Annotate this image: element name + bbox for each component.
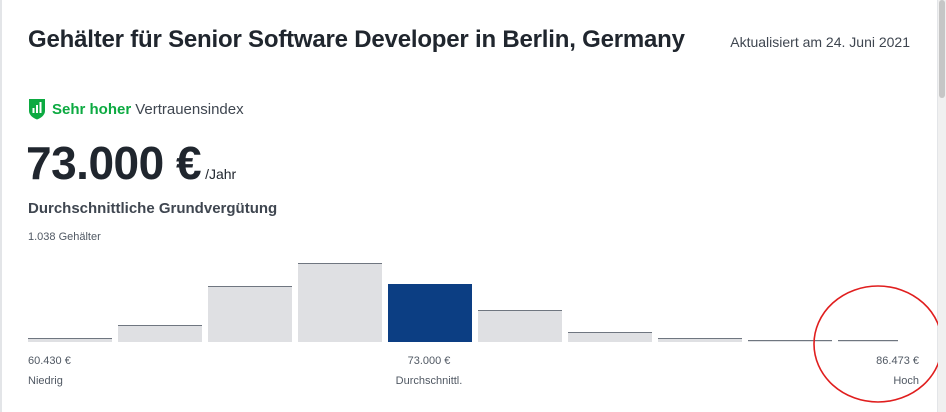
updated-date: Aktualisiert am 24. Juni 2021 [730,34,910,50]
low-label: Niedrig [28,375,63,387]
salary-count: 1.038 Gehälter [28,231,101,243]
confidence-level: Sehr hoher [52,100,132,118]
average-salary: 73.000 € [26,137,202,189]
histogram-bar [658,338,742,342]
confidence-label: Vertrauensindex [135,100,244,118]
salary-display: 73.000 € /Jahr [26,138,236,188]
scrollbar[interactable] [938,0,946,412]
histogram-bar [208,286,292,342]
salary-period: /Jahr [205,166,237,182]
histogram-bar [298,263,382,342]
salary-label: Durchschnittliche Grundvergütung [28,200,278,217]
salary-histogram [28,263,898,342]
histogram-bar [568,332,652,342]
average-value: 73.000 € [407,355,451,367]
shield-signal-icon [29,99,45,120]
histogram-bar [28,338,112,342]
average-label: Durchschnittl. [395,375,463,387]
histogram-bar [478,310,562,342]
page-title: Gehälter für Senior Software Developer i… [28,26,685,53]
high-value: 86.473 € [876,355,919,367]
confidence-indicator: Sehr hoher Vertrauensindex [28,98,244,120]
scrollbar-thumb[interactable] [939,0,945,98]
high-label: Hoch [893,375,919,387]
annotation-circle [813,285,943,403]
histogram-bar-highlight [388,284,472,342]
histogram-bar [118,325,202,342]
low-value: 60.430 € [28,355,71,367]
